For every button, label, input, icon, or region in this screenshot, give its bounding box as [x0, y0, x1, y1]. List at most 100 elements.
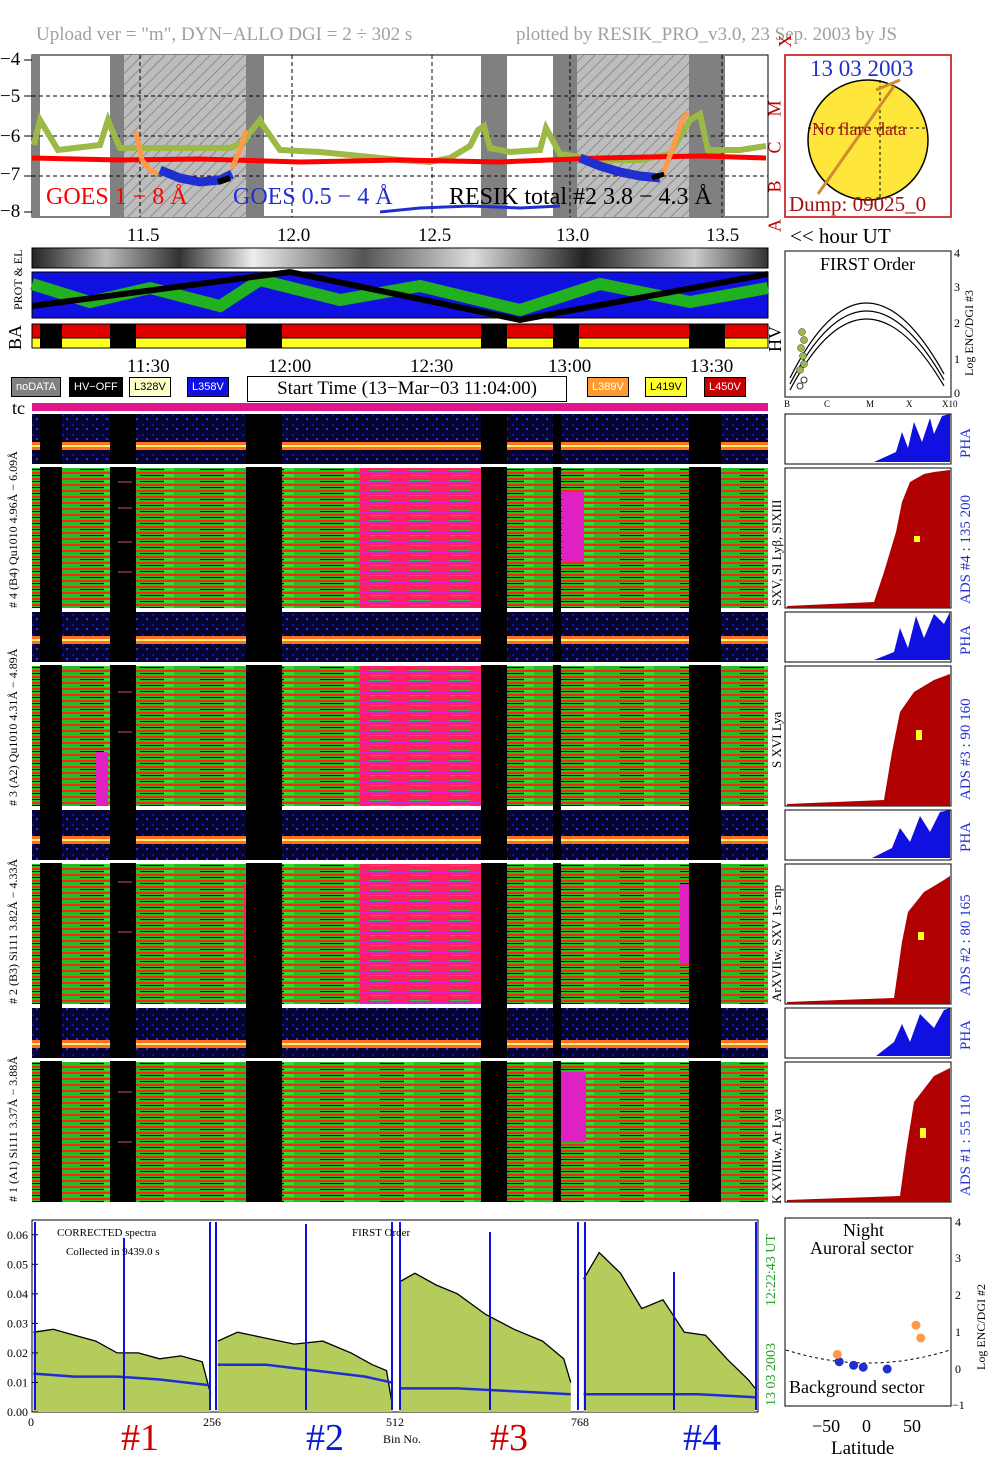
prot-el-label: PROT & EL: [11, 249, 25, 310]
goes-ytick-1: −4: [0, 49, 21, 70]
spectra-ytick-label: 0.01: [7, 1375, 28, 1389]
spectrogram-panels: [30, 414, 770, 1202]
hv-label: HV: [765, 326, 785, 352]
channel-4-lines: SXV, SI Lyβ, SIXIII: [769, 499, 784, 606]
first-order-panel: [784, 250, 952, 398]
spectrum-line-2: [217, 1331, 393, 1401]
bottom-time-vertical: 12:22:43 UT: [764, 1234, 779, 1306]
section-label-4: #4: [683, 1417, 721, 1459]
lat-ytick-1: 1: [955, 1325, 961, 1339]
latitude-point: [832, 1349, 842, 1359]
latitude-ylabel: Log ENC/DGI #2: [974, 1284, 988, 1370]
spectra-ytick-label: 0.04: [7, 1287, 28, 1301]
time-tick-5: 13:30: [690, 356, 734, 377]
channel-1-pha-label: PHA: [958, 1019, 974, 1050]
latitude-panel: [784, 1217, 952, 1407]
fo-xtick-x: X: [906, 399, 913, 409]
channel-4-pha: [32, 414, 768, 464]
channel-2-ads-label: ADS #2 : 80 165: [958, 894, 974, 996]
fo-xtick-x10: X10: [942, 399, 958, 409]
spectra-ytick-label: 0.05: [7, 1257, 28, 1271]
latitude-point: [911, 1320, 921, 1330]
hour-tick-2: 12.0: [277, 225, 311, 246]
first-order-ylabel: Log ENC/DGI #3: [962, 290, 976, 376]
hour-tick-3: 12.5: [418, 225, 452, 246]
sun-status: No flare data: [812, 119, 906, 139]
bin-tick-768: 768: [571, 1415, 589, 1429]
goes-lightcurve-panel: [24, 54, 769, 218]
legend-l328v: L328V: [129, 377, 171, 397]
fo-xtick-c: C: [824, 399, 831, 409]
sun-date: 13 03 2003: [810, 56, 914, 81]
tc-bar: [32, 403, 768, 411]
channel-1-pha: [32, 1008, 768, 1058]
background-line-3: [399, 1387, 571, 1396]
goes-ytick-4: −7: [0, 164, 21, 185]
channel-4-ads-label: ADS #4 : 135 200: [958, 494, 974, 604]
tc-label: tc: [12, 398, 25, 418]
background-line-2: [217, 1363, 392, 1384]
goes-class-axis: X M C B A: [765, 35, 796, 245]
status-strips: [30, 247, 770, 349]
latitude-point: [834, 1357, 844, 1367]
channel-2-pha-label: PHA: [958, 821, 974, 852]
spectra-ytick-label: 0.00: [7, 1405, 28, 1419]
channel-4-pha-label: PHA: [958, 427, 974, 458]
ads-pha-panels: [784, 413, 952, 1203]
time-tick-1: 11:30: [127, 356, 170, 377]
channel-2-pha: [32, 810, 768, 860]
sun-dump: Dump: 09025_0: [789, 192, 927, 216]
fo-ytick-1: 1: [954, 352, 960, 366]
hour-ut-label: << hour UT: [790, 224, 891, 248]
start-time-box: Start Time (13−Mar−03 11:04:00): [247, 376, 567, 402]
latitude-point: [858, 1362, 868, 1372]
background-sector-label: Background sector: [789, 1377, 925, 1397]
class-a: A: [764, 219, 785, 232]
header-upload-version: Upload ver = "m", DYN−ALLO DGI = 2 ÷ 302…: [36, 24, 413, 45]
fo-ytick-4: 4: [954, 246, 960, 260]
lat-tick-50: 50: [903, 1416, 921, 1436]
lat-ytick-2: 2: [955, 1288, 961, 1302]
bin-axis-label: Bin No.: [383, 1432, 422, 1446]
channel-4-label: # 4 (B4) Qu1010 4.96Å − 6.09Å: [6, 451, 20, 608]
spectrum-fill-3: [399, 1273, 571, 1412]
spectra-ytick-label: 0.02: [7, 1346, 28, 1360]
lat-tick-0: 0: [862, 1416, 871, 1436]
corrected-spectra-chart: 0.00 0.01 0.02 0.03 0.04 0.05 0.06: [7, 1219, 759, 1419]
hour-tick-4: 13.0: [556, 225, 590, 246]
lat-ytick-4: 4: [955, 1215, 961, 1229]
channel-3-label: # 3 (A2) Qu1010 4.31Å − 4.89Å: [6, 648, 20, 806]
fo-ytick-2: 2: [954, 316, 960, 330]
fo-ytick-0: 0: [954, 386, 960, 400]
spectra-ytick-label: 0.03: [7, 1316, 28, 1330]
bottom-date-vertical: 13 03 2003: [764, 1343, 779, 1406]
legend-l358v: L358V: [187, 377, 229, 397]
channel-2-label: # 2 (B3) Si111 3.82Å − 4.33Å: [6, 858, 20, 1004]
legend-nodata: noDATA: [11, 377, 61, 397]
channel-1-label: # 1 (A1) Si111 3.37Å − 3.88Å: [6, 1056, 20, 1202]
first-order-title: FIRST Order: [820, 254, 916, 274]
latitude-axis-label: Latitude: [831, 1438, 895, 1459]
latitude-point: [849, 1360, 859, 1370]
corrected-label: CORRECTED spectra: [57, 1227, 157, 1239]
spectrum-line-3: [398, 1272, 572, 1383]
channel-1-lines: K XVIIIw, Ar Lya: [769, 1108, 784, 1204]
channel-1-spectrogram: [32, 1062, 768, 1202]
latitude-point: [882, 1364, 892, 1374]
class-x: X: [775, 34, 795, 48]
bottom-order-label: FIRST Order: [352, 1227, 411, 1239]
section-label-2: #2: [306, 1417, 344, 1459]
channel-2-lines: ArXVIIw, SXV 1s−np: [769, 884, 784, 1002]
spectrum-fill-1: [33, 1329, 211, 1412]
fo-ytick-3: 3: [954, 280, 960, 294]
bin-tick-512: 512: [386, 1415, 404, 1429]
channel-3-pha-label: PHA: [958, 624, 974, 655]
auroral-sector-label: Auroral sector: [810, 1238, 914, 1258]
spectrum-fill-4: [583, 1252, 756, 1412]
fo-xtick-m: M: [866, 399, 875, 409]
legend-resik-total: RESIK total #2 3.8 − 4.3 Å: [449, 184, 712, 210]
lat-ytick-3: 3: [955, 1251, 961, 1265]
legend-l450v: L450V: [704, 377, 746, 397]
legend-l419v: L419V: [645, 377, 687, 397]
channel-1-ads-label: ADS #1 : 55 110: [958, 1094, 974, 1196]
